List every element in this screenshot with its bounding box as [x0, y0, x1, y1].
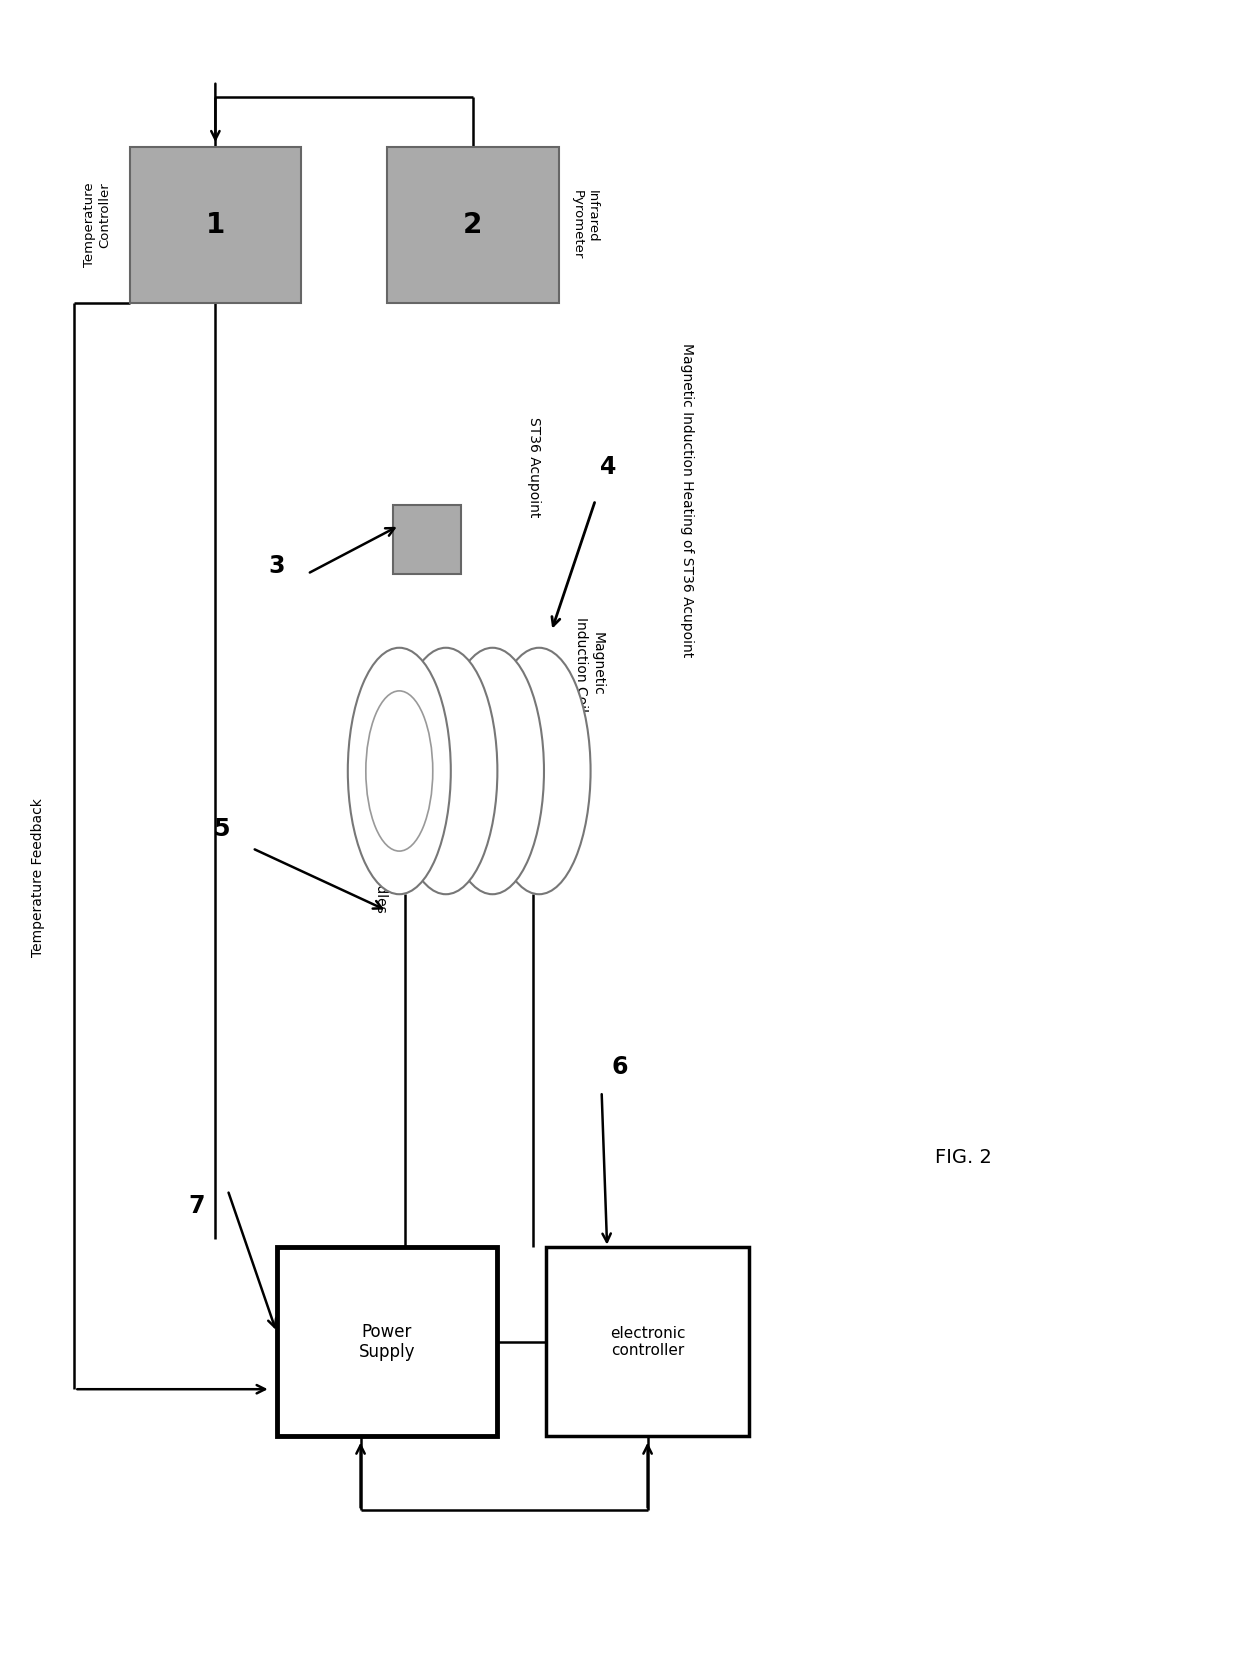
Bar — [547, 1248, 749, 1437]
Text: Magnetic
Induction Coil: Magnetic Induction Coil — [574, 616, 604, 713]
Text: ST36 Acupoint: ST36 Acupoint — [527, 418, 541, 517]
Text: Power
Supply: Power Supply — [358, 1322, 415, 1362]
Text: 2: 2 — [464, 210, 482, 239]
Ellipse shape — [347, 648, 451, 895]
Text: Temperature Feedback: Temperature Feedback — [31, 799, 45, 958]
Bar — [129, 146, 301, 303]
Text: 7: 7 — [188, 1195, 206, 1218]
Text: 4: 4 — [600, 456, 616, 479]
Text: electronic
controller: electronic controller — [610, 1326, 686, 1359]
Text: Magnetic Induction Heating of ST36 Acupoint: Magnetic Induction Heating of ST36 Acupo… — [681, 343, 694, 658]
Ellipse shape — [366, 691, 433, 852]
Text: Acu Needles: Acu Needles — [374, 827, 388, 913]
Text: 1: 1 — [206, 210, 224, 239]
Bar — [393, 505, 460, 573]
Ellipse shape — [394, 648, 497, 895]
Text: Infrared
Pyrometer: Infrared Pyrometer — [570, 191, 599, 260]
Text: FIG. 2: FIG. 2 — [935, 1148, 992, 1167]
Ellipse shape — [441, 648, 544, 895]
Text: 5: 5 — [213, 817, 229, 840]
Text: 6: 6 — [611, 1056, 629, 1079]
Bar — [277, 1248, 497, 1437]
Ellipse shape — [487, 648, 590, 895]
Text: Temperature
Controller: Temperature Controller — [83, 182, 112, 267]
Bar — [387, 146, 559, 303]
Text: 3: 3 — [268, 553, 285, 578]
